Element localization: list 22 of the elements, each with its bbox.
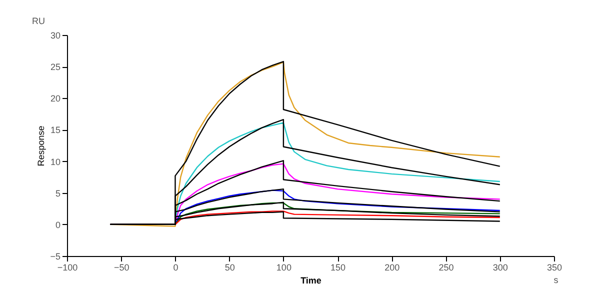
y-tick-label: 30 [50, 30, 60, 40]
y-tick-label: 25 [50, 62, 60, 72]
y-tick-label: 20 [50, 94, 60, 104]
x-tick-label: 350 [546, 262, 562, 272]
y-axis-title: Response [36, 126, 46, 166]
x-tick-label: 100 [276, 262, 292, 272]
y-tick-label: 15 [50, 125, 60, 136]
x-tick-label: −100 [57, 262, 78, 272]
y-tick-label: −5 [50, 252, 60, 262]
text: RU [32, 16, 45, 26]
x-tick-label: 200 [384, 262, 400, 272]
y-tick-label: 10 [50, 156, 60, 167]
text: s [554, 275, 559, 285]
x-tick-label: 0 [173, 262, 178, 272]
x-tick-label: −50 [114, 262, 130, 272]
x-axis-title: Time [300, 276, 322, 286]
x-tick-label: 150 [330, 262, 346, 272]
x-tick-label: 250 [438, 262, 454, 272]
y-tick-label: 0 [55, 220, 60, 230]
x-tick-label: 50 [224, 262, 235, 272]
x-tick-label: 300 [492, 262, 508, 272]
y-tick-label: 5 [55, 188, 60, 198]
